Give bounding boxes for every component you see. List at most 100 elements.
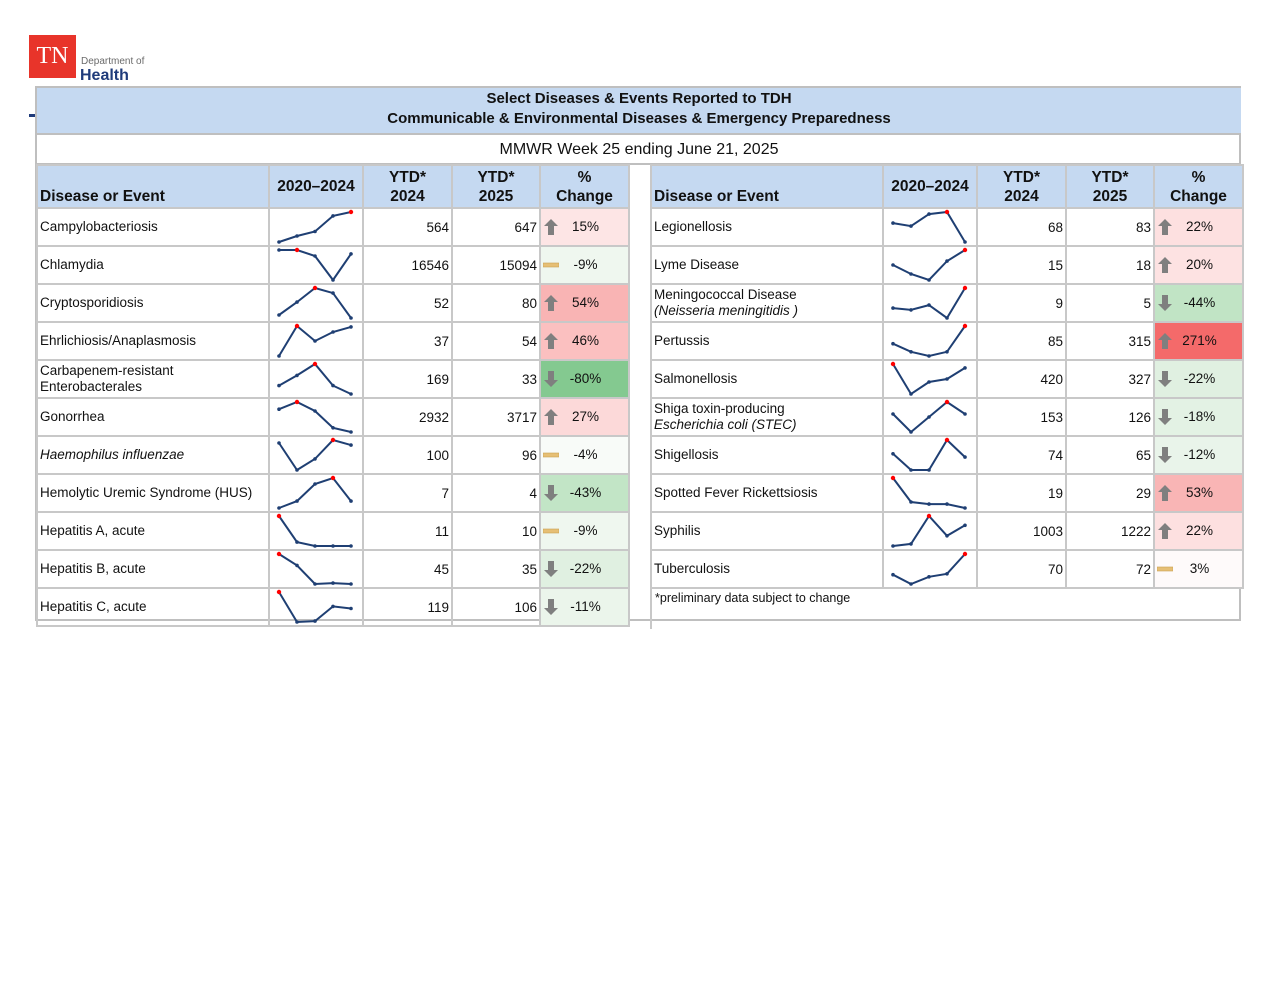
sparkline-point	[295, 499, 299, 503]
sparkline-point	[945, 572, 949, 576]
percent-change-cell: -4%	[539, 435, 630, 475]
percent-change-cell: 20%	[1153, 245, 1244, 285]
sparkline-point	[294, 323, 300, 329]
sparkline-point	[313, 482, 317, 486]
disease-name: Legionellosis	[654, 219, 733, 234]
trend-cell	[268, 511, 364, 551]
sparkline	[276, 513, 353, 548]
sparkline-point	[349, 544, 353, 548]
no-change-dash-icon	[543, 528, 559, 534]
title-line-1: Select Diseases & Events Reported to TDH	[486, 90, 792, 107]
disease-row: Chlamydia 16546 15094 -9%	[36, 245, 630, 285]
sparkline-point	[294, 247, 300, 253]
ytd-2025: 80	[451, 283, 541, 323]
disease-row: Syphilis 1003 1222 22%	[650, 511, 1244, 551]
sparkline-point	[331, 330, 335, 334]
trend-cell	[882, 435, 978, 475]
sparkline	[891, 513, 967, 548]
sparkline-point	[927, 278, 931, 282]
sparkline-point	[295, 234, 299, 238]
sparkline-point	[331, 278, 335, 282]
arrow-down-icon	[544, 371, 558, 387]
sparkline-line	[892, 287, 966, 320]
trend-cell	[882, 473, 978, 513]
disease-row: Meningococcal Disease (Neisseria meningit…	[650, 283, 1244, 323]
sparkline	[277, 437, 353, 472]
percent-change: -22%	[569, 561, 602, 576]
sparkline-point	[312, 285, 318, 291]
sparkline-point	[349, 606, 353, 611]
ytd-2025: 96	[451, 435, 541, 475]
sparkline-point	[909, 392, 913, 396]
percent-change: 27%	[571, 409, 600, 424]
logo-tn: TN	[29, 35, 76, 78]
sparkline-point	[945, 259, 949, 263]
sparkline-point	[294, 399, 300, 405]
sparkline-point	[331, 214, 335, 218]
percent-change: 20%	[1185, 257, 1214, 272]
ytd-2025: 10	[451, 511, 541, 551]
sparkline-line	[278, 553, 352, 586]
sparkline-line	[892, 325, 966, 358]
ytd-2024: 420	[976, 359, 1067, 399]
percent-change: -12%	[1183, 447, 1216, 462]
sparkline-point	[963, 366, 967, 370]
trend-cell	[268, 397, 364, 437]
sparkline-point	[963, 240, 967, 244]
percent-change-cell: 22%	[1153, 511, 1244, 551]
sparkline-point	[891, 341, 895, 346]
percent-change: -43%	[569, 485, 602, 500]
disease-row: Haemophilus influenzae 100 96 -4%	[36, 435, 630, 475]
sparkline-point	[926, 513, 932, 519]
sparkline-line	[892, 249, 966, 282]
sparkline-point	[277, 313, 281, 317]
no-change-dash-icon	[543, 452, 559, 458]
disease-cell: Legionellosis	[650, 207, 884, 247]
disease-cell: Chlamydia	[36, 245, 270, 285]
sparkline-line	[278, 400, 352, 433]
percent-change-cell: 271%	[1153, 321, 1244, 361]
sparkline-line	[892, 438, 966, 471]
sparkline-line	[892, 210, 966, 243]
disease-cell: Spotted Fever Rickettsiosis	[650, 473, 884, 513]
col-ytd-2025-a: YTD*	[1091, 168, 1129, 186]
trend-cell	[268, 587, 364, 627]
arrow-down-icon	[1158, 371, 1172, 387]
sparkline	[277, 323, 353, 358]
sparkline-point	[277, 354, 281, 358]
sparkline-point	[945, 502, 949, 506]
percent-change-cell: 54%	[539, 283, 630, 323]
col-ytd-2024-b: 2024	[1004, 187, 1039, 205]
report-title: Select Diseases & Events Reported to TDH…	[37, 88, 1241, 135]
sparkline-point	[348, 209, 354, 215]
disease-cell: Hepatitis A, acute	[36, 511, 270, 551]
sparkline	[277, 475, 353, 510]
col-trend: 2020–2024	[268, 164, 364, 209]
sparkline-point	[331, 426, 335, 430]
disease-name: Hepatitis B, acute	[40, 561, 146, 576]
percent-change: -22%	[1183, 371, 1216, 386]
disease-row: Gonorrhea 2932 3717 27%	[36, 397, 630, 437]
sparkline	[277, 361, 353, 396]
sparkline-point	[312, 361, 318, 367]
sparkline-point	[276, 513, 282, 519]
trend-cell	[882, 321, 978, 361]
arrow-up-icon	[1158, 257, 1172, 273]
col-ytd-2025: YTD* 2025	[1065, 164, 1155, 209]
sparkline	[891, 247, 968, 282]
ytd-2024: 11	[362, 511, 453, 551]
disease-cell: Lyme Disease	[650, 245, 884, 285]
ytd-2025: 327	[1065, 359, 1155, 399]
sparkline-point	[277, 407, 281, 411]
disease-name: Shiga toxin-producing	[654, 401, 785, 416]
disease-row: Hepatitis C, acute 119 106 -11%	[36, 587, 630, 627]
percent-change: 3%	[1189, 561, 1210, 576]
sparkline-point	[277, 441, 281, 445]
disease-cell: Haemophilus influenzae	[36, 435, 270, 475]
mmwr-week: MMWR Week 25 ending June 21, 2025	[37, 137, 1241, 165]
ytd-2025: 106	[451, 587, 541, 627]
percent-change: 271%	[1182, 333, 1217, 348]
sparkline-point	[277, 240, 281, 244]
ytd-2024: 1003	[976, 511, 1067, 551]
sparkline	[277, 247, 353, 282]
